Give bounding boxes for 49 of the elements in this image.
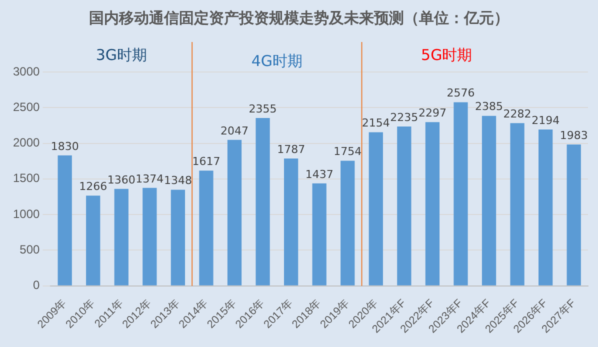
bar [256,118,270,286]
data-label: 2297 [418,106,446,120]
bar [142,188,157,286]
data-label: 1983 [560,128,588,142]
data-label: 2235 [390,110,418,124]
bar [170,190,186,286]
data-label: 2047 [220,124,249,138]
data-label: 1437 [305,168,334,181]
bar [566,144,581,286]
bar [199,170,214,286]
data-label: 1617 [192,154,220,168]
bar [284,158,298,286]
bar [397,126,412,286]
bar [312,183,326,286]
y-tick-label: 3000 [12,64,40,78]
bar [482,116,496,286]
bar [425,122,440,286]
y-tick-label: 2000 [12,136,40,150]
bar [86,196,100,286]
chart-title: 国内移动通信固定资产投资规模走势及未来预测（单位：亿元） [89,8,509,27]
data-label: 1348 [164,174,192,188]
y-tick-label: 2500 [12,100,40,114]
data-label: 1830 [50,140,79,153]
bar [58,155,72,286]
y-tick-label: 1000 [12,206,40,221]
text: 5G时期 [421,46,472,64]
data-label: 1754 [334,145,362,158]
bar [368,132,383,286]
data-label: 2355 [248,102,277,116]
bar [227,140,242,286]
data-label: 2282 [503,108,532,121]
data-label: 2576 [446,86,475,100]
bar [114,188,128,286]
y-tick-label: 0 [33,278,40,292]
data-label: 2194 [532,114,560,127]
y-tick-label: 1500 [12,171,40,186]
bar [538,129,553,286]
data-label: 2385 [475,100,504,114]
bar [340,160,355,286]
data-label: 1360 [107,173,136,186]
text: 4G时期 [251,52,303,70]
data-label: 2154 [362,116,390,130]
bar [510,123,524,286]
text: 3G时期 [96,46,147,64]
y-tick-label: 500 [20,242,40,257]
bar [454,102,468,286]
data-label: 1787 [277,142,306,156]
data-label: 1266 [79,180,108,193]
data-label: 1374 [136,172,164,186]
